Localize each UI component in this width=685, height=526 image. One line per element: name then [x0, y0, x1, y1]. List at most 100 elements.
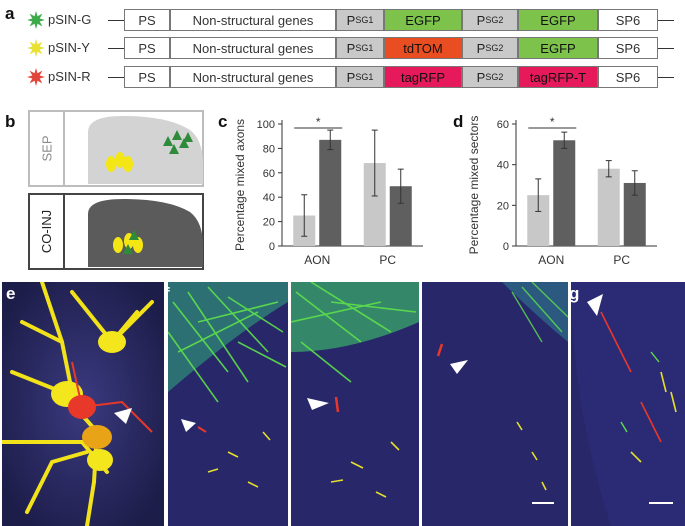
bar — [389, 186, 412, 246]
construct-box-subscript: SG1 — [355, 15, 374, 25]
construct-box-text: tdTOM — [403, 40, 443, 56]
construct-box-text: EGFP — [405, 12, 441, 28]
micrograph-f2 — [291, 282, 419, 526]
construct-box-p1: P SG1 — [336, 9, 384, 31]
sep-label-box: SEP — [30, 111, 64, 186]
panel-label-e: e — [6, 284, 16, 303]
sep-label: SEP — [39, 135, 55, 162]
scale-bar-g — [649, 502, 673, 504]
significance-star: * — [550, 115, 555, 129]
construct-box-sp6: SP6 — [598, 9, 658, 31]
micrograph-f3 — [422, 282, 568, 526]
construct-box-nonstructural: Non-structural genes — [170, 66, 336, 88]
construct-box-subscript: SG2 — [485, 72, 504, 82]
sep-tissue — [88, 116, 203, 184]
panel-label-c: c — [218, 112, 228, 131]
y-tick-label: 100 — [257, 119, 275, 131]
micrograph-f1: f — [168, 282, 288, 526]
construct-name: pSIN-Y — [48, 40, 90, 55]
chart-c: 0 20 40 60 80 100 Percentage mixed axons AON * PC — [233, 115, 423, 267]
construct-box-text: P — [476, 69, 486, 85]
yellow-cell — [113, 237, 123, 253]
construct-box-text: EGFP — [540, 40, 576, 56]
y-tick-label: 20 — [497, 200, 509, 212]
y-tick-label: 20 — [263, 217, 275, 229]
construct-box-p2: P SG2 — [462, 9, 518, 31]
y-tick-label: 60 — [263, 168, 275, 180]
green-cell — [172, 130, 182, 140]
green-cell — [129, 230, 139, 240]
construct-box-text: P — [346, 69, 356, 85]
construct-box-g1: EGFP — [384, 9, 462, 31]
yellow-cell — [133, 237, 143, 253]
construct-box-text: PS — [138, 12, 156, 28]
construct-box-text: EGFP — [540, 12, 576, 28]
construct-box-text: P — [476, 12, 486, 28]
construct-box-text: Non-structural genes — [192, 12, 314, 28]
green-cell — [169, 144, 179, 154]
panel-b-schematic — [28, 110, 204, 270]
construct-box-subscript: SG1 — [355, 43, 374, 53]
y-tick-label: 40 — [497, 160, 509, 172]
y-tick-label: 80 — [263, 143, 275, 155]
construct-box-g2: EGFP — [518, 9, 598, 31]
construct-box-subscript: SG2 — [485, 43, 504, 53]
marker-star-icon — [27, 11, 45, 29]
panel-label-a: a — [5, 4, 15, 23]
panel-label-b: b — [5, 112, 16, 131]
construct-box-p2: P SG2 — [462, 37, 518, 59]
y-tick-label: 0 — [269, 241, 275, 253]
x-tick-label: PC — [613, 253, 630, 267]
construct-box-p2: P SG2 — [462, 66, 518, 88]
construct-box-nonstructural: Non-structural genes — [170, 9, 336, 31]
significance-star: * — [316, 115, 321, 129]
construct-box-text: tagRFP — [400, 69, 446, 85]
construct-box-text: PS — [138, 69, 156, 85]
construct-box-g1: tdTOM — [384, 37, 462, 59]
construct-box-subscript: SG1 — [355, 72, 374, 82]
construct-box-text: Non-structural genes — [192, 69, 314, 85]
construct-box-ps: PS — [124, 9, 170, 31]
panel-label-g: g — [571, 284, 580, 303]
chart-d: 0 20 40 60 Percentage mixed sectors AON * PC — [467, 115, 657, 267]
green-cell — [179, 138, 189, 148]
construct-box-g1: tagRFP — [384, 66, 462, 88]
y-tick-label: 60 — [497, 119, 509, 131]
coinj-label-box: CO-INJ — [30, 194, 64, 269]
construct-box-subscript: SG2 — [485, 15, 504, 25]
y-axis-label: Percentage mixed sectors — [467, 116, 481, 255]
construct-box-text: P — [346, 40, 356, 56]
construct-box-text: Non-structural genes — [192, 40, 314, 56]
x-tick-label: AON — [538, 253, 564, 267]
construct-box-text: PS — [138, 40, 156, 56]
bar — [623, 182, 646, 246]
bar — [527, 195, 550, 246]
scale-bar-f — [532, 502, 554, 504]
green-cell — [123, 244, 133, 254]
construct-box-text: SP6 — [615, 69, 641, 85]
construct-box-ps: PS — [124, 66, 170, 88]
bar — [553, 140, 576, 246]
x-tick-label: PC — [379, 253, 396, 267]
yellow-cell — [115, 152, 125, 168]
marker-star-icon — [27, 68, 45, 86]
construct-box-nonstructural: Non-structural genes — [170, 37, 336, 59]
yellow-cell — [123, 156, 133, 172]
construct-box-text: SP6 — [615, 40, 641, 56]
construct-box-p1: P SG1 — [336, 66, 384, 88]
y-axis-label: Percentage mixed axons — [233, 119, 247, 251]
construct-box-g2: tagRFP-T — [518, 66, 598, 88]
construct-box-ps: PS — [124, 37, 170, 59]
construct-name: pSIN-R — [48, 69, 91, 84]
construct-box-text: tagRFP-T — [529, 69, 587, 85]
construct-box-sp6: SP6 — [598, 37, 658, 59]
y-tick-label: 40 — [263, 192, 275, 204]
construct-box-g2: EGFP — [518, 37, 598, 59]
panel-label-f: f — [168, 284, 170, 304]
panel-label-d: d — [453, 112, 464, 131]
construct-box-text: SP6 — [615, 12, 641, 28]
construct-name: pSIN-G — [48, 12, 92, 27]
bar — [363, 163, 386, 246]
construct-box-sp6: SP6 — [598, 66, 658, 88]
